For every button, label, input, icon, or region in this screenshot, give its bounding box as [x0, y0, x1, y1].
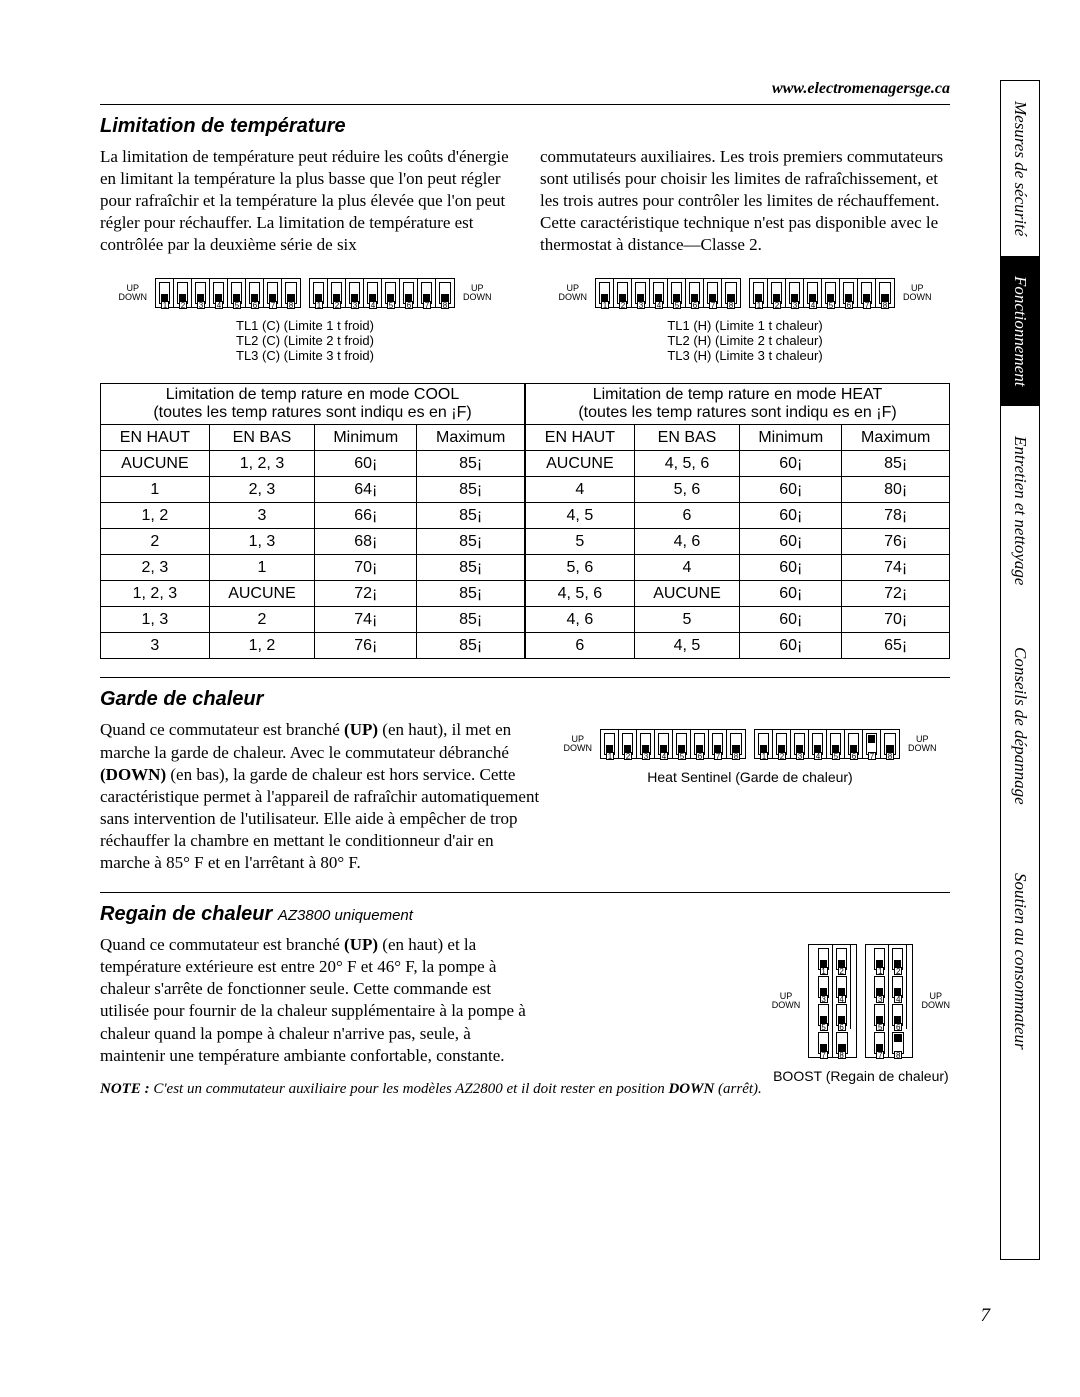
divider	[100, 104, 950, 105]
side-tab[interactable]: Entretien et nettoyage	[1001, 406, 1039, 616]
section1-left-text: La limitation de température peut réduir…	[100, 146, 510, 256]
dip-bank-1a: 12345678	[155, 278, 301, 308]
dip-bank-4b: 12345678	[865, 944, 914, 1058]
dip-bank-2a: 12345678	[595, 278, 741, 308]
section2-text: Quand ce commutateur est branché (UP) (e…	[100, 719, 540, 874]
section1-right-text: commutateurs auxiliaires. Les trois prem…	[540, 146, 950, 256]
dip-figure-row: UPDOWN 12345678 12345678 UPDOWN TL1 (C) …	[100, 278, 950, 365]
section2-caption: Heat Sentinel (Garde de chaleur)	[550, 769, 950, 785]
side-tab[interactable]: Fonctionnement	[1001, 256, 1039, 406]
section3-text: Quand ce commutateur est branché (UP) (e…	[100, 934, 540, 1067]
page-number: 7	[981, 1305, 991, 1327]
dip-bank-3b: 12345678	[754, 729, 900, 759]
dip-bank-4a: 12345678	[808, 944, 857, 1058]
section2-title: Garde de chaleur	[100, 688, 950, 711]
dip-bank-1b: 12345678	[309, 278, 455, 308]
tl-cool-labels: TL1 (C) (Limite 1 t froid)TL2 (C) (Limit…	[236, 318, 374, 363]
dip-bank-2b: 12345678	[749, 278, 895, 308]
side-tab[interactable]: Conseils de dépannage	[1001, 616, 1039, 836]
tl-heat-labels: TL1 (H) (Limite 1 t chaleur)TL2 (H) (Lim…	[667, 318, 822, 363]
section1-title: Limitation de température	[100, 115, 950, 138]
table-cool: Limitation de temp rature en mode COOL(t…	[100, 383, 525, 659]
header-url: www.electromenagersge.ca	[100, 80, 950, 98]
dip-bank-3a: 12345678	[600, 729, 746, 759]
divider	[100, 677, 950, 678]
side-tab[interactable]: Soutien au consommateur	[1001, 836, 1039, 1086]
section3-caption: BOOST (Regain de chaleur)	[772, 1068, 950, 1084]
divider	[100, 892, 950, 893]
section3-note: NOTE : C'est un commutateur auxiliaire p…	[100, 1081, 762, 1098]
table-heat: Limitation de temp rature en mode HEAT(t…	[525, 383, 950, 659]
side-tab[interactable]: Mesures de sécurité	[1001, 81, 1039, 256]
side-tabs: Mesures de sécuritéFonctionnementEntreti…	[1000, 80, 1040, 1260]
section3-title: Regain de chaleur AZ3800 uniquement	[100, 903, 950, 926]
